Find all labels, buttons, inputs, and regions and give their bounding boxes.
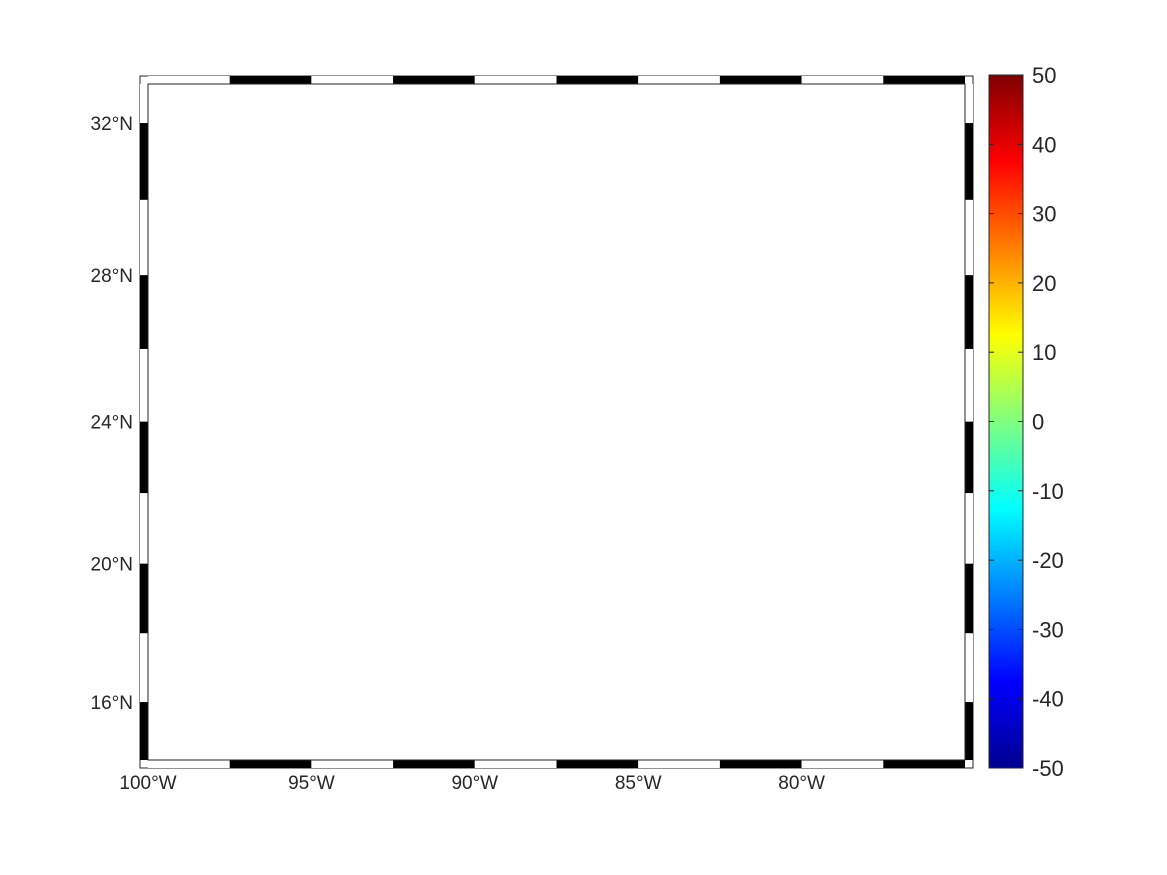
frame-segment	[140, 563, 148, 634]
frame-segment	[140, 123, 148, 200]
frame-segment	[148, 76, 230, 84]
colorbar-tick-label: 20	[1032, 271, 1056, 296]
frame-segment	[393, 76, 475, 84]
frame-segment	[140, 84, 148, 124]
colorbar-tick-label: 50	[1032, 63, 1056, 88]
colorbar-tick-label: 0	[1032, 410, 1044, 435]
y-tick-label: 16°N	[91, 693, 133, 714]
y-tick-labels: 16°N 20°N 24°N 28°N 32°N	[91, 114, 133, 714]
colorbar-tick-label: -50	[1032, 756, 1064, 781]
frame-segment	[801, 76, 884, 84]
frame-segment	[311, 760, 394, 768]
frame-segment	[965, 493, 973, 564]
frame-segment	[719, 760, 802, 768]
x-tick-label: 100°W	[119, 773, 176, 794]
frame-segment	[148, 760, 230, 768]
frame-segment	[965, 563, 973, 634]
frame-segment	[229, 76, 312, 84]
frame-segment	[883, 76, 965, 84]
x-tick-label: 95°W	[288, 773, 335, 794]
frame-segment	[965, 199, 973, 276]
frame-segment	[140, 421, 148, 494]
frame-segment	[965, 702, 973, 760]
frame-segment	[965, 348, 973, 422]
frame-segment	[474, 76, 557, 84]
frame-segment	[140, 493, 148, 564]
frame-segment	[140, 199, 148, 276]
frame-segment	[638, 76, 720, 84]
colorbar-ticks: 50 40 30 20 10 0 -10 -20 -30 -40 -50	[989, 63, 1064, 781]
frame-segment	[556, 760, 639, 768]
frame-segment	[801, 760, 884, 768]
colorbar-tick-label: 40	[1032, 132, 1056, 157]
frame-segment	[140, 348, 148, 422]
colorbar-tick-label: 30	[1032, 202, 1056, 227]
frame-segment	[474, 760, 557, 768]
y-tick-label: 28°N	[91, 266, 133, 287]
x-tick-label: 85°W	[615, 773, 662, 794]
frame-segment	[556, 76, 639, 84]
frame-segment	[140, 633, 148, 703]
colorbar-tick-label: -30	[1032, 617, 1064, 642]
frame-segment	[965, 633, 973, 703]
y-tick-label: 32°N	[91, 114, 133, 135]
frame-segment	[393, 760, 475, 768]
frame-segment	[311, 76, 394, 84]
y-tick-label: 24°N	[91, 413, 133, 434]
colorbar	[988, 74, 1024, 769]
frame-segment	[229, 760, 312, 768]
frame-segment	[719, 76, 802, 84]
frame-segment	[965, 275, 973, 349]
y-tick-label: 20°N	[91, 555, 133, 576]
frame-inner	[147, 83, 966, 761]
frame-segment	[140, 702, 148, 760]
frame-segment	[965, 123, 973, 200]
colorbar-tick-label: -20	[1032, 548, 1064, 573]
colorbar-tick-label: -10	[1032, 479, 1064, 504]
colorbar-tick-label: -40	[1032, 687, 1064, 712]
frame-segment	[638, 760, 720, 768]
frame-segment	[140, 275, 148, 349]
frame-segment	[965, 84, 973, 124]
frame-outer	[139, 75, 974, 769]
x-tick-label: 90°W	[451, 773, 498, 794]
map-frame	[139, 75, 974, 769]
x-tick-label: 80°W	[778, 773, 825, 794]
frame-segment	[883, 760, 965, 768]
x-tick-labels: 100°W 95°W 90°W 85°W 80°W	[119, 773, 825, 794]
frame-segment	[965, 421, 973, 494]
colorbar-tick-label: 10	[1032, 340, 1056, 365]
